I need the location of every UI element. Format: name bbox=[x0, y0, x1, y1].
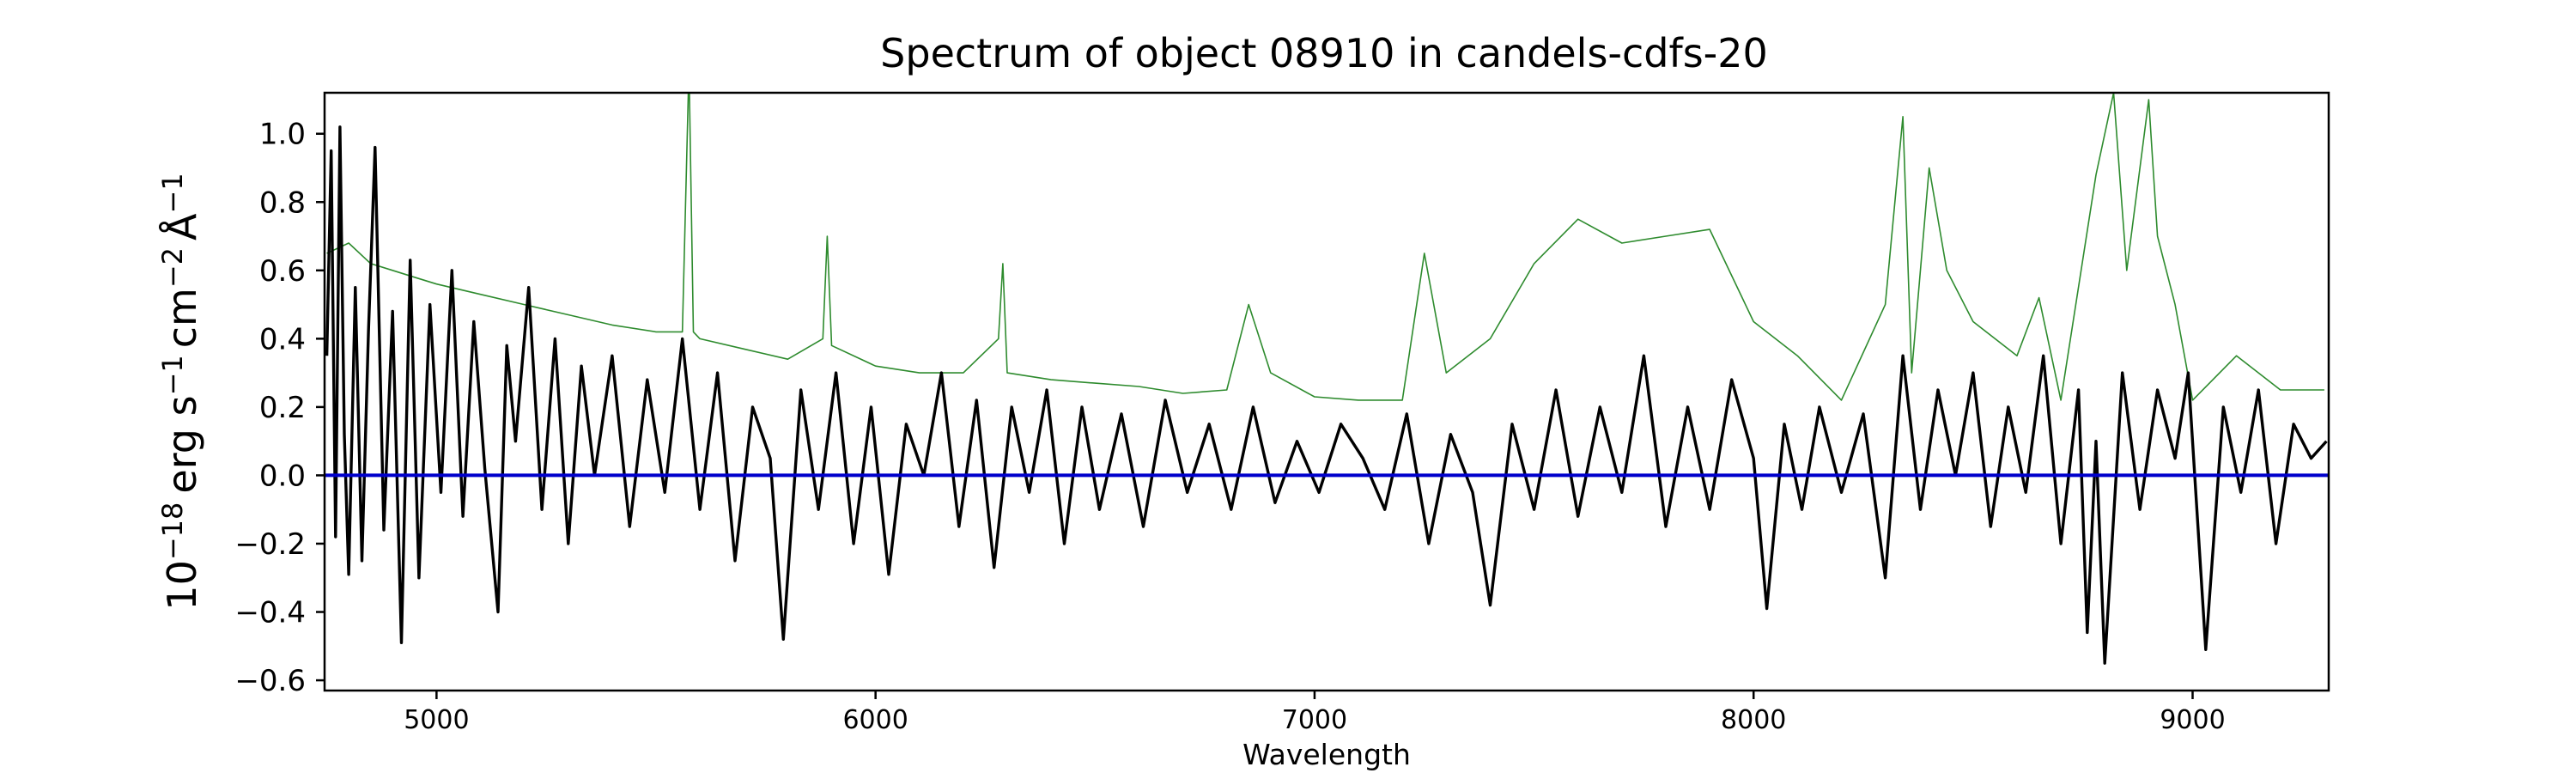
chart-title: Spectrum of object 08910 in candels-cdfs… bbox=[880, 30, 1768, 76]
plot-frame bbox=[323, 91, 2330, 692]
x-tick-label: 8000 bbox=[1721, 705, 1786, 735]
series-layer bbox=[325, 93, 2329, 665]
y-label-cm: cm bbox=[159, 288, 205, 348]
y-tick-label: −0.6 bbox=[234, 664, 306, 698]
y-label-base-exp: −18 bbox=[156, 502, 189, 561]
y-label-erg-s: erg s bbox=[159, 395, 205, 493]
y-label-angstrom: Å bbox=[159, 213, 205, 240]
y-label-cm-exp: −2 bbox=[156, 247, 189, 288]
y-tick-label: 0.4 bbox=[259, 322, 306, 356]
x-axis-label: Wavelength bbox=[1242, 738, 1411, 771]
flux-series-line bbox=[325, 125, 2328, 665]
y-axis-label: 10−18erg s−1cm−2Å−1 bbox=[156, 173, 205, 610]
y-tick-label: 0.0 bbox=[259, 459, 306, 493]
y-tick-label: −0.2 bbox=[234, 527, 306, 562]
y-label-angstrom-exp: −1 bbox=[156, 173, 189, 213]
y-tick-label: 0.8 bbox=[259, 186, 306, 220]
y-tick-label: −0.4 bbox=[234, 596, 306, 630]
x-tick-label: 9000 bbox=[2160, 705, 2225, 735]
y-label-base: 10 bbox=[159, 560, 205, 611]
x-axis: 5000 6000 7000 8000 9000 bbox=[404, 691, 2226, 735]
y-tick-label: 0.6 bbox=[259, 254, 306, 289]
y-tick-label: 0.2 bbox=[259, 391, 306, 425]
y-tick-label: 1.0 bbox=[259, 118, 306, 152]
y-axis: −0.6 −0.4 −0.2 0.0 0.2 0.4 0.6 0.8 1.0 bbox=[234, 118, 325, 698]
y-label-s-exp: −1 bbox=[156, 355, 189, 395]
x-tick-label: 6000 bbox=[842, 705, 908, 735]
x-tick-label: 5000 bbox=[404, 705, 469, 735]
error-series-line bbox=[326, 93, 2324, 401]
x-tick-label: 7000 bbox=[1282, 705, 1347, 735]
